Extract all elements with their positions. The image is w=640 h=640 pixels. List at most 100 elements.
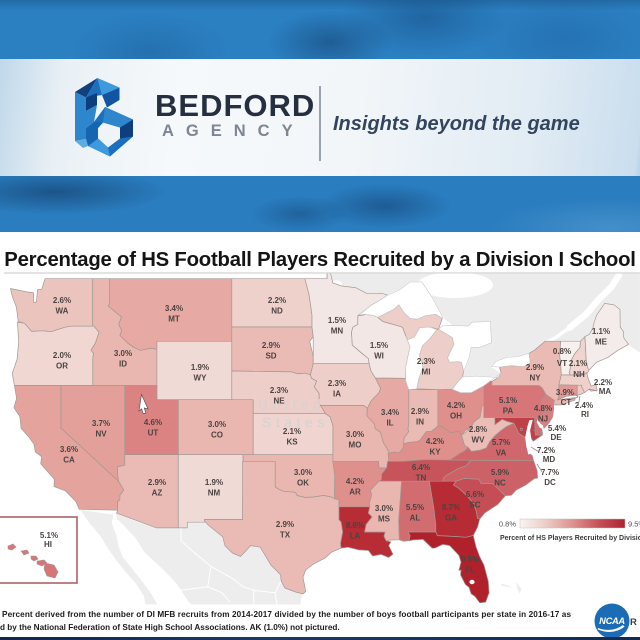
svg-text:5.5%: 5.5% — [406, 503, 424, 512]
svg-text:1.9%: 1.9% — [191, 363, 209, 372]
svg-text:3.4%: 3.4% — [165, 304, 183, 313]
svg-text:MT: MT — [168, 314, 180, 323]
svg-text:5.4%: 5.4% — [548, 424, 566, 433]
svg-text:LA: LA — [350, 531, 361, 540]
svg-text:1.5%: 1.5% — [328, 316, 346, 325]
svg-text:1.1%: 1.1% — [592, 327, 610, 336]
svg-text:2.9%: 2.9% — [411, 407, 429, 416]
svg-text:2.1%: 2.1% — [283, 427, 301, 436]
svg-text:2.3%: 2.3% — [417, 357, 435, 366]
svg-text:MI: MI — [422, 367, 431, 376]
svg-text:2.4%: 2.4% — [575, 401, 593, 410]
svg-text:NC: NC — [494, 478, 506, 487]
svg-text:3.0%: 3.0% — [208, 420, 226, 429]
svg-text:United: United — [258, 396, 325, 412]
svg-text:2.3%: 2.3% — [270, 386, 288, 395]
svg-text:States: States — [262, 414, 329, 430]
svg-text:4.8%: 4.8% — [534, 404, 552, 413]
svg-text:7.2%: 7.2% — [537, 446, 555, 455]
svg-text:ME: ME — [595, 337, 608, 346]
svg-text:MA: MA — [599, 387, 612, 396]
svg-text:8.6%: 8.6% — [346, 521, 364, 530]
svg-text:Percent derived from the numbe: Percent derived from the number of DI MF… — [2, 610, 571, 619]
svg-text:3.0%: 3.0% — [346, 430, 364, 439]
svg-text:3.6%: 3.6% — [60, 445, 78, 454]
svg-text:Percent of HS Players Recruite: Percent of HS Players Recruited by Divis… — [500, 535, 640, 542]
svg-text:IN: IN — [416, 417, 424, 426]
svg-text:3.4%: 3.4% — [381, 408, 399, 417]
svg-text:TX: TX — [280, 530, 291, 539]
svg-text:5.1%: 5.1% — [499, 396, 517, 405]
svg-text:DC: DC — [544, 478, 556, 487]
svg-text:HI: HI — [44, 540, 52, 549]
svg-text:2.9%: 2.9% — [262, 341, 280, 350]
svg-text:2.0%: 2.0% — [53, 351, 71, 360]
svg-text:2.9%: 2.9% — [148, 478, 166, 487]
svg-text:2.9%: 2.9% — [276, 520, 294, 529]
svg-text:FL: FL — [465, 565, 475, 574]
svg-text:AR: AR — [349, 487, 361, 496]
svg-text:OH: OH — [450, 411, 462, 420]
svg-text:4.6%: 4.6% — [144, 418, 162, 427]
svg-text:6.6%: 6.6% — [466, 490, 484, 499]
svg-text:1.5%: 1.5% — [370, 341, 388, 350]
svg-text:MO: MO — [349, 440, 362, 449]
svg-text:WA: WA — [56, 306, 69, 315]
svg-text:MS: MS — [378, 514, 391, 523]
svg-text:MD: MD — [543, 455, 556, 464]
svg-text:8.7%: 8.7% — [442, 503, 460, 512]
svg-text:NY: NY — [529, 373, 541, 382]
svg-text:4.2%: 4.2% — [426, 437, 444, 446]
svg-text:NH: NH — [573, 370, 585, 379]
svg-text:NE: NE — [273, 396, 285, 405]
svg-text:5.9%: 5.9% — [491, 468, 509, 477]
svg-text:9.5%: 9.5% — [628, 520, 640, 529]
svg-text:SC: SC — [469, 500, 480, 509]
svg-text:5.7%: 5.7% — [492, 438, 510, 447]
svg-text:2.1%: 2.1% — [569, 359, 587, 368]
svg-text:2.3%: 2.3% — [328, 379, 346, 388]
svg-text:3.0%: 3.0% — [375, 504, 393, 513]
svg-text:R: R — [630, 617, 637, 628]
svg-text:3.9%: 3.9% — [556, 388, 574, 397]
svg-text:AL: AL — [410, 513, 421, 522]
svg-text:VA: VA — [496, 448, 507, 457]
svg-text:AZ: AZ — [152, 488, 163, 497]
svg-text:1.9%: 1.9% — [205, 478, 223, 487]
svg-text:OR: OR — [56, 361, 68, 370]
svg-text:KY: KY — [429, 447, 441, 456]
svg-text:UT: UT — [148, 428, 159, 437]
svg-text:3.7%: 3.7% — [92, 419, 110, 428]
svg-text:PA: PA — [503, 406, 514, 415]
svg-text:NV: NV — [95, 429, 107, 438]
svg-text:2.8%: 2.8% — [469, 425, 487, 434]
svg-text:NM: NM — [208, 488, 221, 497]
svg-text:6.4%: 6.4% — [412, 463, 430, 472]
svg-text:WI: WI — [374, 351, 384, 360]
svg-text:9.5%: 9.5% — [461, 555, 479, 564]
svg-text:DE: DE — [550, 433, 562, 442]
svg-text:WY: WY — [194, 373, 208, 382]
svg-text:IL: IL — [386, 418, 393, 427]
svg-text:d by the National Federation o: d by the National Federation of State Hi… — [0, 623, 340, 632]
svg-text:OK: OK — [297, 478, 309, 487]
svg-text:0.8%: 0.8% — [553, 347, 571, 356]
svg-text:GA: GA — [445, 513, 457, 522]
svg-text:NCAA: NCAA — [599, 616, 625, 626]
svg-text:3.0%: 3.0% — [114, 349, 132, 358]
svg-text:TN: TN — [416, 473, 427, 482]
svg-text:KS: KS — [286, 437, 298, 446]
svg-text:IA: IA — [333, 389, 341, 398]
svg-text:0.8%: 0.8% — [499, 520, 516, 529]
svg-text:CA: CA — [63, 455, 75, 464]
svg-text:3.0%: 3.0% — [294, 468, 312, 477]
svg-text:7.7%: 7.7% — [541, 468, 559, 477]
svg-text:2.9%: 2.9% — [526, 363, 544, 372]
svg-text:2.2%: 2.2% — [268, 296, 286, 305]
svg-text:VT: VT — [557, 359, 567, 368]
svg-text:MN: MN — [331, 326, 344, 335]
svg-text:CO: CO — [211, 430, 223, 439]
svg-text:4.2%: 4.2% — [346, 477, 364, 486]
svg-text:2.6%: 2.6% — [53, 296, 71, 305]
svg-text:2.2%: 2.2% — [594, 378, 612, 387]
